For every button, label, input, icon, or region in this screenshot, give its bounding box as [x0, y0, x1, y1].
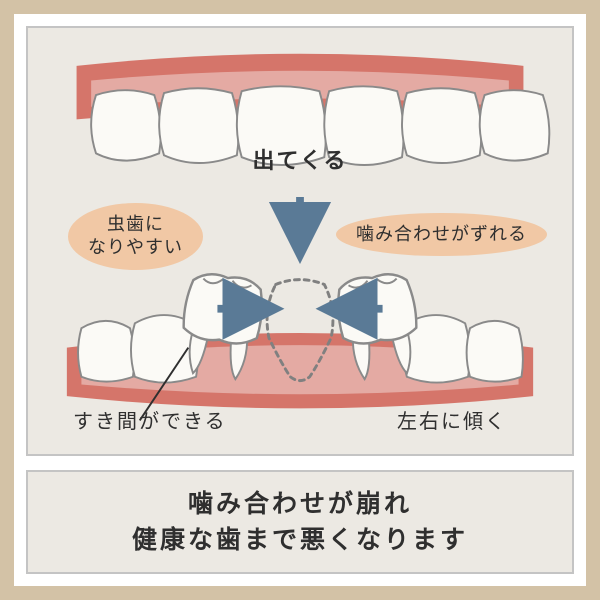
bubble-misalign: 噛み合わせがずれる: [336, 213, 547, 256]
caption-line-1: 噛み合わせが崩れ: [38, 486, 562, 522]
diagram-panel: 出てくる 虫歯に なりやすい 噛み合わせがずれる すき間ができる 左右に傾く: [26, 26, 574, 456]
label-gap: すき間ができる: [73, 405, 227, 434]
caption-box: 噛み合わせが崩れ 健康な歯まで悪くなります: [26, 470, 574, 575]
caption-line-2: 健康な歯まで悪くなります: [38, 522, 562, 558]
bubble-cavity: 虫歯に なりやすい: [68, 203, 203, 270]
outer-frame: 出てくる 虫歯に なりやすい 噛み合わせがずれる すき間ができる 左右に傾く 噛…: [0, 0, 600, 600]
label-tilt: 左右に傾く: [397, 405, 507, 434]
label-extrusion: 出てくる: [253, 143, 348, 175]
